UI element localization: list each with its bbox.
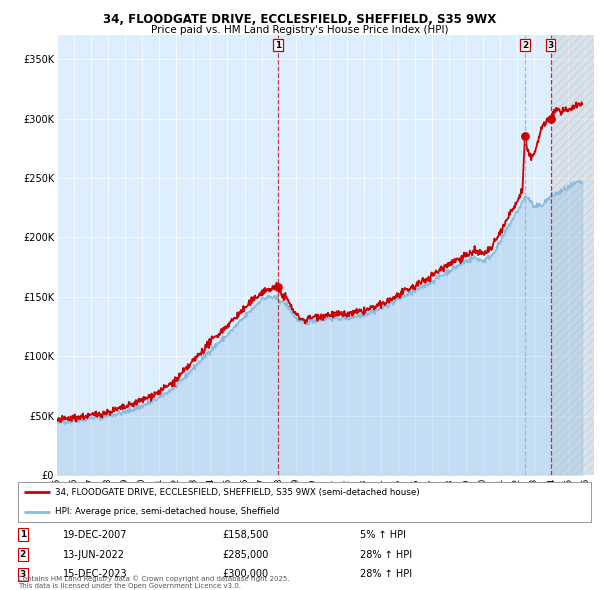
Text: 2: 2 (20, 550, 26, 559)
Point (546, 114, 556, 123)
Text: 1: 1 (275, 41, 281, 50)
Text: 28% ↑ HPI: 28% ↑ HPI (360, 550, 412, 559)
Text: 5% ↑ HPI: 5% ↑ HPI (360, 530, 406, 539)
Text: 34, FLOODGATE DRIVE, ECCLESFIELD, SHEFFIELD, S35 9WX: 34, FLOODGATE DRIVE, ECCLESFIELD, SHEFFI… (103, 13, 497, 26)
Point (520, 132, 530, 141)
Text: 3: 3 (20, 569, 26, 579)
Text: £300,000: £300,000 (222, 569, 268, 579)
Text: 2: 2 (522, 41, 528, 50)
Text: 13-JUN-2022: 13-JUN-2022 (63, 550, 125, 559)
Text: Price paid vs. HM Land Registry's House Price Index (HPI): Price paid vs. HM Land Registry's House … (151, 25, 449, 35)
Text: HPI: Average price, semi-detached house, Sheffield: HPI: Average price, semi-detached house,… (55, 507, 280, 516)
Point (274, 282, 283, 291)
Text: 3: 3 (548, 41, 554, 50)
Text: Contains HM Land Registry data © Crown copyright and database right 2025.
This d: Contains HM Land Registry data © Crown c… (18, 576, 290, 589)
Text: 19-DEC-2007: 19-DEC-2007 (63, 530, 128, 539)
Text: 34, FLOODGATE DRIVE, ECCLESFIELD, SHEFFIELD, S35 9WX (semi-detached house): 34, FLOODGATE DRIVE, ECCLESFIELD, SHEFFI… (55, 488, 420, 497)
Text: 28% ↑ HPI: 28% ↑ HPI (360, 569, 412, 579)
Text: 15-DEC-2023: 15-DEC-2023 (63, 569, 128, 579)
Text: 1: 1 (20, 530, 26, 539)
Bar (551, 35, 594, 475)
Text: £158,500: £158,500 (222, 530, 268, 539)
Text: £285,000: £285,000 (222, 550, 268, 559)
